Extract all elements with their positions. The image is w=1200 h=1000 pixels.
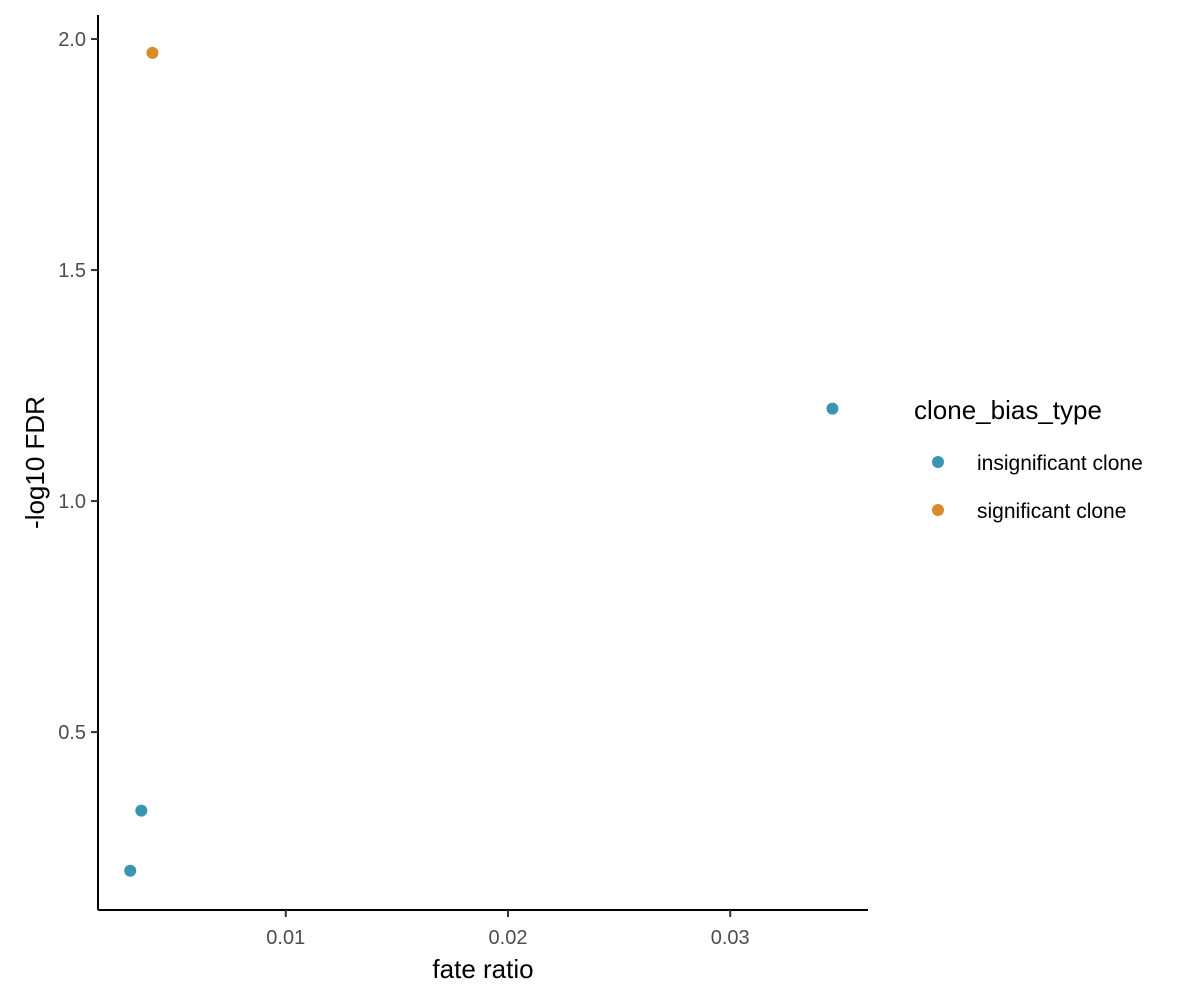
y-axis-ticks: 0.5 1.0 1.5 2.0 bbox=[58, 29, 98, 744]
y-axis-title: -log10 FDR bbox=[20, 396, 50, 529]
plot-panel: 0.01 0.02 0.03 0.5 1.0 1.5 2.0 bbox=[58, 15, 868, 949]
data-point bbox=[124, 864, 137, 877]
y-tick-label: 1.0 bbox=[58, 491, 86, 513]
x-tick-label: 0.03 bbox=[711, 927, 750, 949]
y-tick-label: 2.0 bbox=[58, 29, 86, 51]
data-point bbox=[146, 46, 159, 59]
data-point bbox=[826, 402, 839, 415]
legend-label: significant clone bbox=[977, 500, 1126, 523]
x-tick-label: 0.01 bbox=[266, 927, 305, 949]
y-tick-label: 0.5 bbox=[58, 722, 86, 744]
y-tick-label: 1.5 bbox=[58, 260, 86, 282]
legend-key bbox=[932, 456, 944, 468]
legend-key bbox=[932, 504, 944, 516]
data-point bbox=[135, 804, 148, 817]
legend-entries: insignificant clone significant clone bbox=[932, 452, 1143, 523]
data-points bbox=[124, 46, 839, 877]
legend-title: clone_bias_type bbox=[914, 395, 1102, 425]
x-tick-label: 0.02 bbox=[489, 927, 528, 949]
x-axis-ticks: 0.01 0.02 0.03 bbox=[266, 910, 750, 949]
legend-label: insignificant clone bbox=[977, 452, 1143, 475]
x-axis-title: fate ratio bbox=[432, 954, 533, 984]
legend: clone_bias_type insignificant clone signi… bbox=[914, 395, 1143, 523]
